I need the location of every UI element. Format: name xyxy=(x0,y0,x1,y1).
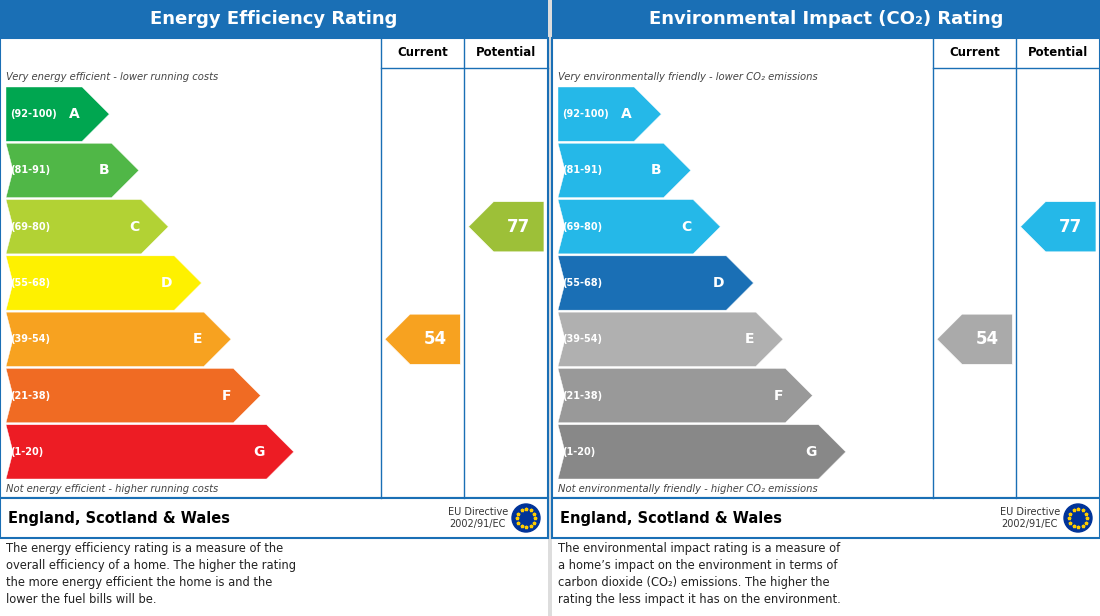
Bar xyxy=(552,0,1100,38)
Text: (69-80): (69-80) xyxy=(562,222,602,232)
Polygon shape xyxy=(6,424,294,479)
Text: (81-91): (81-91) xyxy=(562,166,602,176)
Text: Current: Current xyxy=(949,46,1000,60)
Text: 54: 54 xyxy=(424,330,447,348)
Bar xyxy=(0,0,548,38)
Polygon shape xyxy=(558,256,754,310)
Text: (55-68): (55-68) xyxy=(10,278,51,288)
Text: England, Scotland & Wales: England, Scotland & Wales xyxy=(8,511,230,525)
Text: Potential: Potential xyxy=(1028,46,1088,60)
Text: G: G xyxy=(805,445,816,459)
Text: (92-100): (92-100) xyxy=(562,109,608,119)
Text: D: D xyxy=(161,276,173,290)
Bar xyxy=(552,498,1100,538)
Polygon shape xyxy=(1021,201,1096,252)
Polygon shape xyxy=(558,87,661,141)
Polygon shape xyxy=(558,144,691,198)
Text: Current: Current xyxy=(397,46,448,60)
Polygon shape xyxy=(6,312,231,367)
Polygon shape xyxy=(558,312,783,367)
Text: A: A xyxy=(69,107,80,121)
Polygon shape xyxy=(6,144,139,198)
Polygon shape xyxy=(937,314,1012,365)
Text: (81-91): (81-91) xyxy=(10,166,51,176)
Polygon shape xyxy=(6,200,168,254)
Text: E: E xyxy=(745,332,754,346)
Polygon shape xyxy=(558,368,813,423)
Polygon shape xyxy=(6,256,201,310)
Text: Potential: Potential xyxy=(476,46,537,60)
Text: Environmental Impact (CO₂) Rating: Environmental Impact (CO₂) Rating xyxy=(649,10,1003,28)
Text: Not environmentally friendly - higher CO₂ emissions: Not environmentally friendly - higher CO… xyxy=(558,484,817,494)
Text: 77: 77 xyxy=(1059,217,1082,236)
Text: Not energy efficient - higher running costs: Not energy efficient - higher running co… xyxy=(6,484,218,494)
Text: EU Directive
2002/91/EC: EU Directive 2002/91/EC xyxy=(1000,507,1060,529)
Text: (39-54): (39-54) xyxy=(10,334,49,344)
Text: (21-38): (21-38) xyxy=(10,391,51,400)
Text: F: F xyxy=(774,389,783,403)
Polygon shape xyxy=(6,87,109,141)
Text: The energy efficiency rating is a measure of the
overall efficiency of a home. T: The energy efficiency rating is a measur… xyxy=(6,542,296,606)
Text: Very energy efficient - lower running costs: Very energy efficient - lower running co… xyxy=(6,72,218,82)
Bar xyxy=(548,0,552,616)
Text: Very environmentally friendly - lower CO₂ emissions: Very environmentally friendly - lower CO… xyxy=(558,72,817,82)
Text: B: B xyxy=(651,163,661,177)
Text: (92-100): (92-100) xyxy=(10,109,57,119)
Polygon shape xyxy=(558,200,720,254)
Text: C: C xyxy=(681,220,691,233)
Bar xyxy=(0,498,548,538)
Text: 77: 77 xyxy=(507,217,530,236)
Circle shape xyxy=(1064,504,1092,532)
Polygon shape xyxy=(6,368,261,423)
Polygon shape xyxy=(469,201,544,252)
Text: G: G xyxy=(253,445,265,459)
Polygon shape xyxy=(385,314,461,365)
Text: E: E xyxy=(192,332,202,346)
Text: (39-54): (39-54) xyxy=(562,334,602,344)
Text: C: C xyxy=(129,220,140,233)
Text: Energy Efficiency Rating: Energy Efficiency Rating xyxy=(151,10,398,28)
Text: The environmental impact rating is a measure of
a home’s impact on the environme: The environmental impact rating is a mea… xyxy=(558,542,840,606)
Text: A: A xyxy=(621,107,632,121)
Circle shape xyxy=(512,504,540,532)
Text: (21-38): (21-38) xyxy=(562,391,602,400)
Polygon shape xyxy=(558,424,846,479)
Bar xyxy=(0,38,548,498)
Text: 54: 54 xyxy=(976,330,999,348)
Text: (1-20): (1-20) xyxy=(10,447,43,457)
Text: F: F xyxy=(222,389,231,403)
Text: D: D xyxy=(713,276,725,290)
Text: EU Directive
2002/91/EC: EU Directive 2002/91/EC xyxy=(448,507,508,529)
Text: England, Scotland & Wales: England, Scotland & Wales xyxy=(560,511,782,525)
Text: (69-80): (69-80) xyxy=(10,222,51,232)
Text: (55-68): (55-68) xyxy=(562,278,602,288)
Text: (1-20): (1-20) xyxy=(562,447,595,457)
Text: B: B xyxy=(99,163,110,177)
Bar xyxy=(552,38,1100,498)
